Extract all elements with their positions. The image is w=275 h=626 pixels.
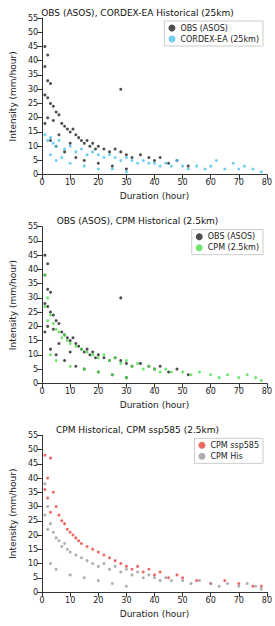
svg-text:55: 55 — [28, 222, 38, 231]
svg-text:70: 70 — [234, 596, 244, 605]
svg-text:20: 20 — [93, 178, 103, 187]
svg-text:50: 50 — [178, 178, 188, 187]
svg-text:30: 30 — [121, 178, 131, 187]
svg-text:35: 35 — [28, 488, 38, 497]
svg-text:40: 40 — [149, 178, 159, 187]
svg-text:CORDEX-EA (25km): CORDEX-EA (25km) — [180, 35, 259, 44]
svg-text:70: 70 — [234, 387, 244, 396]
svg-text:0: 0 — [33, 588, 38, 597]
svg-text:45: 45 — [28, 459, 38, 468]
svg-text:25: 25 — [28, 308, 38, 317]
svg-text:5: 5 — [33, 573, 38, 582]
svg-text:0: 0 — [40, 387, 45, 396]
svg-text:CPM His: CPM His — [210, 452, 242, 461]
svg-text:OBS (ASOS), CORDEX-EA Historic: OBS (ASOS), CORDEX-EA Historical (25km) — [41, 8, 233, 18]
svg-text:35: 35 — [28, 279, 38, 288]
svg-text:OBS (ASOS): OBS (ASOS) — [208, 232, 255, 241]
svg-text:CPM Historical, CPM ssp585 (2.: CPM Historical, CPM ssp585 (2.5km) — [56, 425, 219, 435]
svg-text:50: 50 — [28, 236, 38, 245]
svg-text:40: 40 — [28, 265, 38, 274]
svg-text:60: 60 — [206, 387, 216, 396]
svg-text:10: 10 — [28, 559, 38, 568]
svg-text:50: 50 — [178, 596, 188, 605]
svg-text:80: 80 — [262, 596, 272, 605]
svg-text:20: 20 — [28, 322, 38, 331]
svg-text:50: 50 — [28, 445, 38, 454]
svg-text:Duration (hour): Duration (hour) — [120, 609, 190, 619]
svg-text:Duration (hour): Duration (hour) — [120, 400, 190, 410]
svg-text:80: 80 — [262, 387, 272, 396]
svg-text:10: 10 — [65, 596, 75, 605]
svg-text:50: 50 — [28, 28, 38, 37]
svg-text:30: 30 — [28, 502, 38, 511]
svg-text:20: 20 — [28, 531, 38, 540]
svg-text:40: 40 — [149, 596, 159, 605]
svg-text:45: 45 — [28, 42, 38, 51]
svg-text:5: 5 — [33, 365, 38, 374]
svg-text:10: 10 — [65, 178, 75, 187]
svg-text:40: 40 — [28, 56, 38, 65]
svg-text:55: 55 — [28, 14, 38, 23]
svg-text:0: 0 — [40, 178, 45, 187]
svg-text:15: 15 — [28, 545, 38, 554]
svg-text:30: 30 — [121, 596, 131, 605]
svg-text:45: 45 — [28, 251, 38, 260]
svg-text:40: 40 — [28, 474, 38, 483]
svg-text:60: 60 — [206, 178, 216, 187]
svg-text:20: 20 — [93, 387, 103, 396]
svg-text:60: 60 — [206, 596, 216, 605]
svg-text:30: 30 — [28, 85, 38, 94]
svg-text:20: 20 — [28, 113, 38, 122]
svg-text:CPM (2.5km): CPM (2.5km) — [208, 243, 259, 252]
svg-text:35: 35 — [28, 70, 38, 79]
svg-text:55: 55 — [28, 431, 38, 440]
svg-text:15: 15 — [28, 127, 38, 136]
svg-text:20: 20 — [93, 596, 103, 605]
svg-text:30: 30 — [121, 387, 131, 396]
svg-text:15: 15 — [28, 336, 38, 345]
svg-text:10: 10 — [28, 142, 38, 151]
svg-text:Duration (hour): Duration (hour) — [120, 191, 190, 201]
svg-text:Intensity (mm/hour): Intensity (mm/hour) — [8, 51, 18, 141]
svg-text:10: 10 — [65, 387, 75, 396]
svg-text:25: 25 — [28, 516, 38, 525]
svg-text:30: 30 — [28, 293, 38, 302]
svg-text:10: 10 — [28, 350, 38, 359]
svg-text:70: 70 — [234, 178, 244, 187]
svg-text:OBS (ASOS), CPM Historical (2.: OBS (ASOS), CPM Historical (2.5km) — [57, 216, 219, 226]
svg-text:25: 25 — [28, 99, 38, 108]
svg-text:50: 50 — [178, 387, 188, 396]
svg-text:Intensity (mm/hour): Intensity (mm/hour) — [8, 260, 18, 350]
svg-text:OBS (ASOS): OBS (ASOS) — [180, 24, 227, 33]
svg-text:40: 40 — [149, 387, 159, 396]
svg-text:0: 0 — [33, 379, 38, 388]
svg-text:CPM ssp585: CPM ssp585 — [210, 441, 259, 450]
svg-text:5: 5 — [33, 156, 38, 165]
svg-text:Intensity (mm/hour): Intensity (mm/hour) — [8, 469, 18, 559]
svg-text:0: 0 — [40, 596, 45, 605]
svg-text:0: 0 — [33, 170, 38, 179]
svg-text:80: 80 — [262, 178, 272, 187]
